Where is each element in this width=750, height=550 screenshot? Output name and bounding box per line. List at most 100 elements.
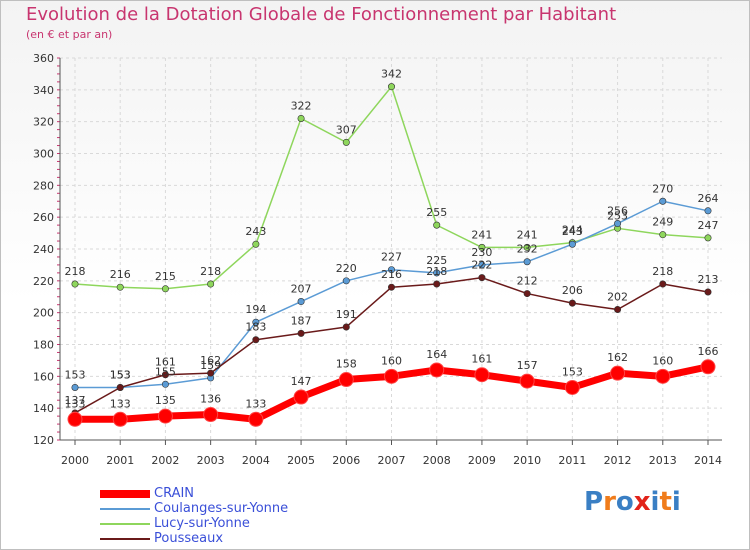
x-tick-label: 2004 [242,454,270,467]
data-label: 161 [471,353,492,366]
legend-label: CRAIN [154,486,195,501]
y-tick-label: 120 [33,434,54,447]
data-label: 241 [471,228,492,241]
data-point [203,407,219,423]
data-point [433,221,441,229]
data-label: 133 [110,397,131,410]
legend-swatch [100,490,150,498]
data-point [297,329,305,337]
data-label: 136 [200,393,221,406]
data-label: 162 [607,351,628,364]
data-point [704,288,712,296]
data-label: 160 [652,354,673,367]
x-tick-label: 2008 [423,454,451,467]
x-tick-label: 2002 [151,454,179,467]
data-point [293,389,309,405]
data-label: 160 [381,354,402,367]
data-label: 153 [110,368,131,381]
data-point [433,269,441,277]
x-tick-label: 2000 [61,454,89,467]
legend-swatch [100,523,150,525]
data-label: 218 [200,265,221,278]
data-label: 153 [562,365,583,378]
y-tick-label: 180 [33,339,54,352]
data-point [116,283,124,291]
data-point [523,258,531,266]
data-point [112,411,128,427]
data-point [614,305,622,313]
data-label: 255 [426,206,447,219]
data-label: 270 [652,182,673,195]
data-label: 243 [245,225,266,238]
data-label: 161 [155,356,176,369]
data-label: 220 [336,262,357,275]
series-layer [67,83,716,427]
data-point [384,368,399,384]
x-tick-label: 2010 [513,454,541,467]
data-point [614,220,622,228]
data-label: 135 [155,394,176,407]
legend-label: Lucy-sur-Yonne [154,516,250,531]
y-tick-label: 300 [33,148,54,161]
data-point [342,277,350,285]
y-tick-label: 160 [33,370,54,383]
data-label: 216 [110,268,131,281]
legend-label: Coulanges-sur-Yonne [154,501,289,516]
logo-letter: x [633,487,651,517]
data-label: 218 [426,265,447,278]
data-label: 230 [471,246,492,259]
data-point [523,243,531,251]
data-label: 342 [381,68,402,81]
data-point [659,197,667,205]
data-point [161,285,169,293]
data-label: 244 [562,224,583,237]
data-label: 183 [245,321,266,334]
data-label: 133 [65,397,86,410]
data-point [161,371,169,379]
x-tick-label: 2012 [604,454,632,467]
data-point [252,240,260,248]
data-label: 206 [562,284,583,297]
data-label: 187 [291,314,312,327]
data-point [116,383,124,391]
x-tick-label: 2011 [558,454,586,467]
data-label: 232 [517,243,538,256]
data-point [523,290,531,298]
data-point [387,283,395,291]
logo-letter: i [650,487,660,517]
data-label: 133 [245,397,266,410]
y-tick-label: 360 [33,52,54,65]
chart-subtitle: (en € et par an) [26,28,113,41]
data-point [297,298,305,306]
data-point [161,380,169,388]
x-tick-label: 2005 [287,454,315,467]
logo-letter: r [603,487,616,517]
proxiti-logo: Proxiti [584,487,681,517]
data-label: 202 [607,290,628,303]
data-label: 212 [517,275,538,288]
data-label: 218 [652,265,673,278]
y-tick-label: 320 [33,116,54,129]
data-label: 157 [517,359,538,372]
y-tick-label: 260 [33,211,54,224]
data-label: 191 [336,308,357,321]
data-point [67,411,83,427]
data-point [700,359,716,375]
data-point [71,383,79,391]
data-label: 207 [291,283,312,296]
data-label: 216 [381,268,402,281]
data-label: 158 [336,358,357,371]
x-tick-label: 2009 [468,454,496,467]
data-label: 215 [155,270,176,283]
data-point [248,411,264,427]
data-point [387,266,395,274]
data-point [568,240,576,248]
data-label: 166 [698,345,719,358]
legend-swatch [100,538,150,540]
data-label: 307 [336,123,357,136]
data-label: 264 [698,192,719,205]
data-point [429,362,445,378]
logo-letter: i [671,487,681,517]
data-label: 147 [291,375,312,388]
